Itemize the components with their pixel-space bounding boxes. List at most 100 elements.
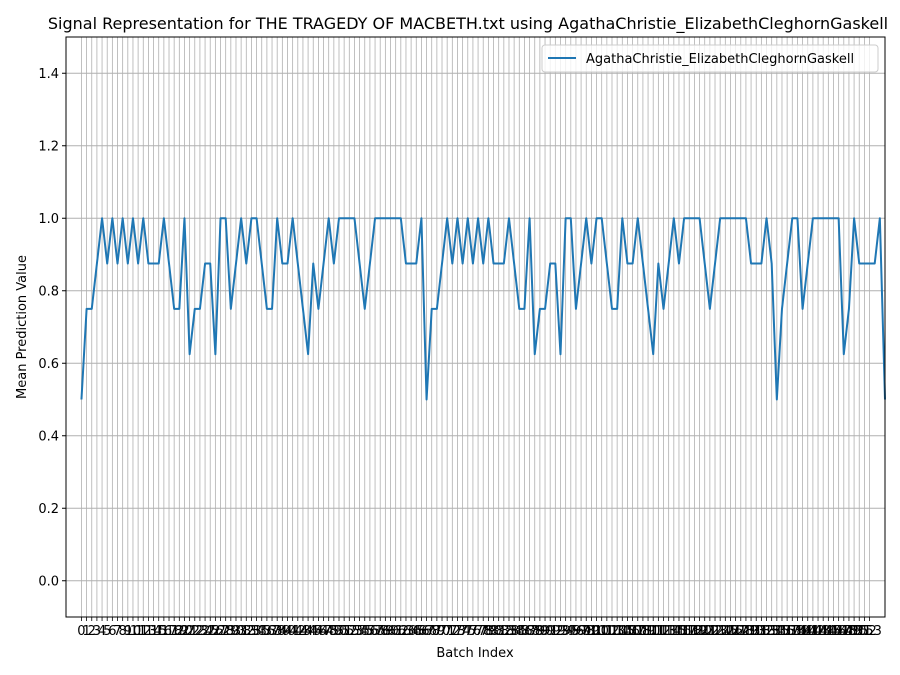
x-tick-label: 51: [336, 624, 353, 639]
x-tick-label: 63: [398, 624, 415, 639]
x-tick-label: 91: [542, 624, 559, 639]
x-tick-label: 138: [780, 624, 805, 639]
x-tick-label: 33: [243, 624, 260, 639]
x-tick-label: 26: [207, 624, 224, 639]
x-tick-label: 109: [630, 624, 655, 639]
x-tick-label: 129: [734, 624, 759, 639]
x-tick-label: 69: [429, 624, 446, 639]
x-tick-label: 144: [811, 624, 836, 639]
legend-label: AgathaChristie_ElizabethCleghornGaskell: [586, 52, 854, 67]
x-tick-label: 50: [331, 624, 348, 639]
x-tick-label: 145: [816, 624, 841, 639]
x-tick-label: 81: [490, 624, 507, 639]
x-tick-label: 141: [795, 624, 820, 639]
x-tick-label: 149: [837, 624, 862, 639]
x-tick-label: 100: [584, 624, 609, 639]
x-tick-label: 45: [305, 624, 322, 639]
x-tick-label: 70: [434, 624, 451, 639]
x-tick-label: 68: [423, 624, 440, 639]
x-tick-label: 14: [145, 624, 162, 639]
x-tick-label: 30: [228, 624, 245, 639]
x-tick-label: 13: [140, 624, 157, 639]
x-tick-label: 134: [759, 624, 784, 639]
x-tick-label: 56: [362, 624, 379, 639]
legend-box: [541, 44, 879, 73]
x-tick-label: 142: [800, 624, 825, 639]
y-tick-label: 0.2: [38, 502, 59, 517]
series-line: [80, 217, 886, 401]
x-tick-label: 18: [166, 624, 183, 639]
x-tick-label: 140: [790, 624, 815, 639]
x-grid-lines: [81, 37, 870, 617]
x-tick-label: 143: [806, 624, 831, 639]
x-tick-label: 17: [161, 624, 178, 639]
x-tick-label: 133: [754, 624, 779, 639]
x-tick-label: 6: [108, 624, 116, 639]
x-tick-label: 110: [636, 624, 661, 639]
x-tick-label: 37: [264, 624, 281, 639]
x-tick-label: 148: [831, 624, 856, 639]
x-tick-label: 120: [687, 624, 712, 639]
x-tick-label: 36: [259, 624, 276, 639]
x-tick-label: 1: [82, 624, 90, 639]
x-tick-label: 123: [703, 624, 728, 639]
x-tick-label: 84: [506, 624, 523, 639]
x-tick-label: 60: [382, 624, 399, 639]
x-tick-label: 103: [600, 624, 625, 639]
x-axis-title: Batch Index: [436, 646, 514, 661]
y-tick-label: 0.6: [38, 357, 59, 372]
y-axis-title: Mean Prediction Value: [15, 255, 30, 399]
x-tick-label: 82: [496, 624, 513, 639]
x-tick-label: 107: [620, 624, 645, 639]
x-tick-label: 127: [723, 624, 748, 639]
x-tick-label: 146: [821, 624, 846, 639]
x-tick-label: 53: [346, 624, 363, 639]
x-tick-label: 121: [692, 624, 717, 639]
x-tick-label: 7: [113, 624, 121, 639]
x-tick-label: 35: [253, 624, 270, 639]
x-tick-label: 152: [852, 624, 877, 639]
y-tick-label: 0.8: [38, 284, 59, 299]
x-tick-label: 95: [563, 624, 580, 639]
x-tick-label: 147: [826, 624, 851, 639]
x-tick-label: 67: [418, 624, 435, 639]
x-tick-label: 2: [88, 624, 96, 639]
x-tick-label: 101: [589, 624, 614, 639]
x-tick-label: 11: [130, 624, 147, 639]
x-tick-label: 83: [501, 624, 518, 639]
x-tick-label: 111: [641, 624, 666, 639]
chart-title: Signal Representation for THE TRAGEDY OF…: [48, 14, 888, 34]
x-tick-label: 79: [480, 624, 497, 639]
x-tick-label: 75: [460, 624, 477, 639]
x-tick-label: 137: [775, 624, 800, 639]
x-tick-label: 73: [449, 624, 466, 639]
x-tick-label: 42: [290, 624, 307, 639]
x-tick-label: 41: [284, 624, 301, 639]
x-tick-label: 128: [728, 624, 753, 639]
legend: AgathaChristie_ElizabethCleghornGaskell: [541, 44, 879, 73]
x-tick-label: 38: [269, 624, 286, 639]
x-tick-label: 106: [615, 624, 640, 639]
x-tick-label: 139: [785, 624, 810, 639]
x-tick-label: 39: [274, 624, 291, 639]
x-tick-label: 22: [187, 624, 204, 639]
x-tick-label: 119: [682, 624, 707, 639]
x-tick-label: 77: [470, 624, 487, 639]
x-tick-label: 108: [625, 624, 650, 639]
x-tick-label: 125: [713, 624, 738, 639]
x-tick-label: 96: [568, 624, 585, 639]
x-axis-ticks: 0123456789101112131415161718192021222324…: [77, 617, 882, 639]
x-tick-label: 28: [217, 624, 234, 639]
y-tick-label: 1.0: [38, 212, 59, 227]
x-tick-label: 23: [192, 624, 209, 639]
x-tick-label: 132: [749, 624, 774, 639]
x-tick-label: 113: [651, 624, 676, 639]
x-tick-label: 29: [223, 624, 240, 639]
x-tick-label: 46: [310, 624, 327, 639]
y-tick-label: 1.2: [38, 139, 59, 154]
plot-frame: [65, 36, 886, 618]
x-tick-label: 71: [439, 624, 456, 639]
x-tick-label: 74: [454, 624, 471, 639]
x-tick-label: 15: [150, 624, 167, 639]
